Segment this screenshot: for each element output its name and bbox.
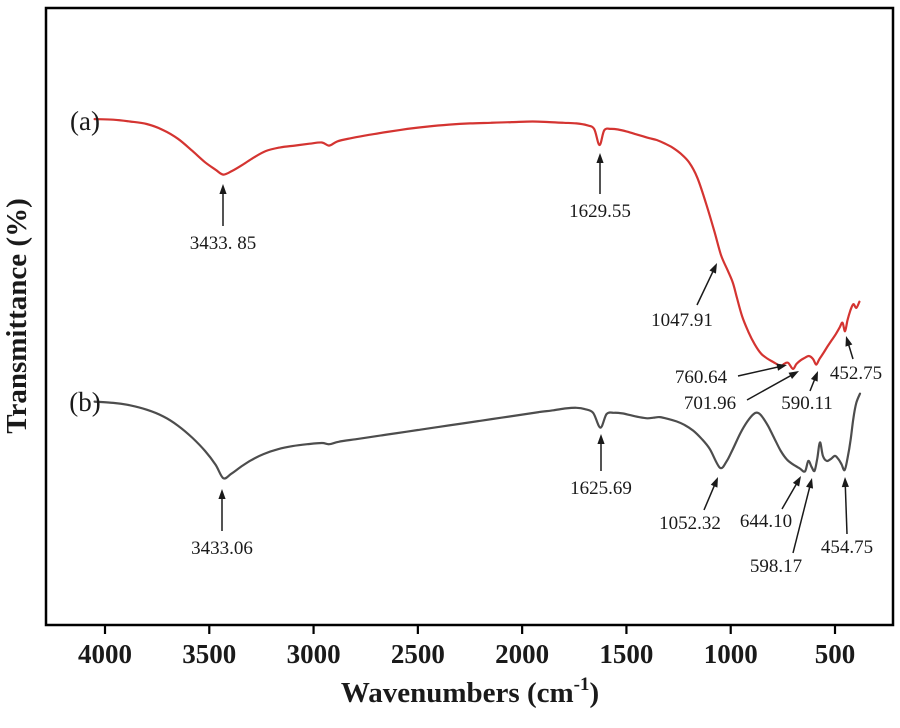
peak-annotation-label: 598.17 <box>750 556 802 577</box>
annotation-arrow-line <box>844 483 848 535</box>
annotation-arrow-head <box>788 371 799 380</box>
annotation-arrow-line <box>737 365 781 377</box>
annotation-arrow-line <box>703 483 716 511</box>
annotation-arrow-head <box>810 371 818 382</box>
annotation-arrow-head <box>596 153 604 163</box>
annotation-arrow-line <box>781 481 799 510</box>
peak-annotation-label: 1629.55 <box>569 201 631 222</box>
annotation-arrow-line <box>696 268 715 306</box>
y-axis-title: Transmittance (%) <box>1 198 33 433</box>
x-tick-label: 4000 <box>78 639 132 669</box>
x-tick-label: 3000 <box>287 639 341 669</box>
annotation-arrow-head <box>709 263 717 274</box>
peak-annotation-label: 1047.91 <box>651 310 713 331</box>
x-tick-label: 1000 <box>704 639 758 669</box>
x-axis-title: Wavenumbers (cm-1) <box>341 674 599 709</box>
annotation-arrow-head <box>776 363 787 371</box>
peak-annotation-label: 3433.06 <box>191 538 253 559</box>
annotation-arrow-head <box>806 478 814 489</box>
x-tick-label: 3500 <box>182 639 236 669</box>
annotation-arrow-head <box>597 434 605 444</box>
spectrum-curve-a <box>93 118 861 370</box>
x-tick-label: 500 <box>815 639 856 669</box>
annotation-arrow-line <box>746 373 794 401</box>
peak-annotation-label: 760.64 <box>675 367 728 388</box>
spectrum-curve-b <box>93 392 862 480</box>
annotation-arrow-head <box>792 476 801 487</box>
peak-annotation-label: 3433. 85 <box>190 233 257 254</box>
plot-frame <box>44 6 895 627</box>
peak-annotation-label: 1625.69 <box>570 478 632 499</box>
annotation-arrow-head <box>845 336 853 347</box>
annotation-arrow-head <box>219 184 227 194</box>
x-tick-label: 1500 <box>599 639 653 669</box>
curve-label: (b) <box>69 387 100 417</box>
peak-annotation-label: 644.10 <box>740 511 792 532</box>
curve-label: (a) <box>70 106 100 136</box>
peak-annotation-label: 1052.32 <box>659 513 721 534</box>
peak-annotation-label: 701.96 <box>684 393 736 414</box>
annotation-arrow-head <box>218 489 226 499</box>
annotation-arrow-head <box>710 477 718 488</box>
annotation-arrow-head <box>841 477 849 488</box>
x-tick-label: 2500 <box>391 639 445 669</box>
annotation-arrow-line <box>792 484 812 554</box>
peak-annotation-label: 454.75 <box>821 537 873 558</box>
x-tick-label: 2000 <box>495 639 549 669</box>
peak-annotation-label: 452.75 <box>830 363 882 384</box>
peak-annotation-label: 590.11 <box>781 393 833 414</box>
